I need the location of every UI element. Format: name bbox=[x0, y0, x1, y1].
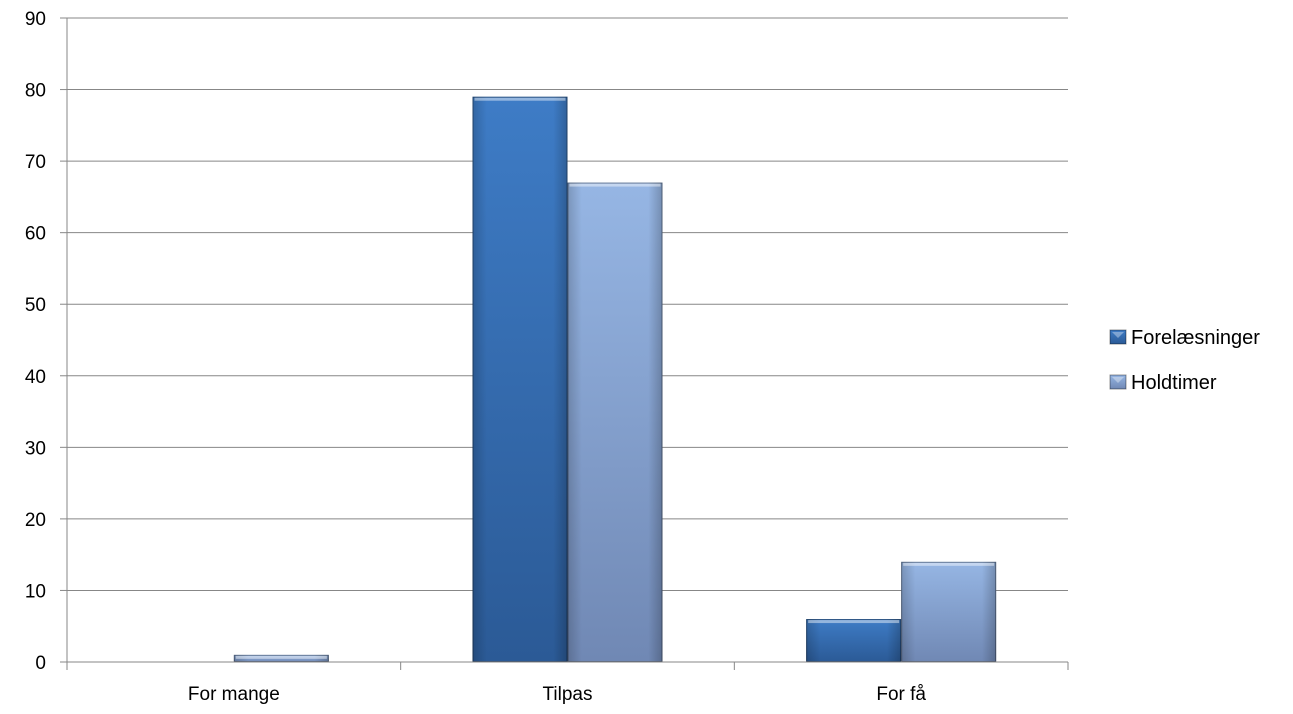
bar-shade bbox=[472, 96, 568, 662]
legend-label: Holdtimer bbox=[1131, 372, 1217, 394]
y-tick-label: 40 bbox=[25, 367, 46, 388]
y-tick-label: 50 bbox=[25, 295, 46, 316]
legend: Forelæsninger Holdtimer bbox=[1109, 327, 1260, 394]
y-tick-label: 20 bbox=[25, 510, 46, 531]
y-tick-label: 70 bbox=[25, 152, 46, 173]
y-tick-label: 80 bbox=[25, 81, 46, 102]
bar-shade bbox=[901, 561, 997, 662]
y-tick-label: 90 bbox=[25, 9, 46, 30]
bar bbox=[567, 182, 663, 663]
y-tick-label: 10 bbox=[25, 581, 46, 602]
legend-swatch-bevel bbox=[1112, 332, 1124, 338]
bar bbox=[472, 96, 568, 662]
legend-swatch bbox=[1109, 374, 1127, 390]
legend-label: Forelæsninger bbox=[1131, 327, 1260, 349]
x-tick-label: For mange bbox=[188, 684, 280, 705]
legend-swatch bbox=[1109, 329, 1127, 345]
bar-shade bbox=[567, 182, 663, 663]
bar bbox=[233, 654, 329, 662]
y-tick-label: 0 bbox=[35, 653, 46, 674]
bar bbox=[806, 619, 902, 662]
bar-shade bbox=[233, 654, 329, 662]
bar-highlight bbox=[808, 620, 900, 624]
axes: 0 10 20 30 40 50 60 70 80 90 For mange Tilpas For få bbox=[25, 9, 1069, 705]
legend-item: Holdtimer bbox=[1109, 372, 1217, 394]
legend-swatch-bevel bbox=[1112, 377, 1124, 383]
bar-highlight bbox=[569, 183, 661, 187]
legend-item: Forelæsninger bbox=[1109, 327, 1260, 349]
x-tick-label: For få bbox=[876, 684, 926, 705]
bar-shade bbox=[806, 619, 902, 662]
bar-highlight bbox=[903, 562, 995, 566]
bar-highlight bbox=[235, 655, 327, 659]
bar bbox=[901, 561, 997, 662]
x-tick-label: Tilpas bbox=[543, 684, 593, 705]
y-tick-label: 30 bbox=[25, 438, 46, 459]
bar-highlight bbox=[474, 97, 566, 101]
bars bbox=[233, 96, 997, 663]
y-tick-label: 60 bbox=[25, 224, 46, 245]
